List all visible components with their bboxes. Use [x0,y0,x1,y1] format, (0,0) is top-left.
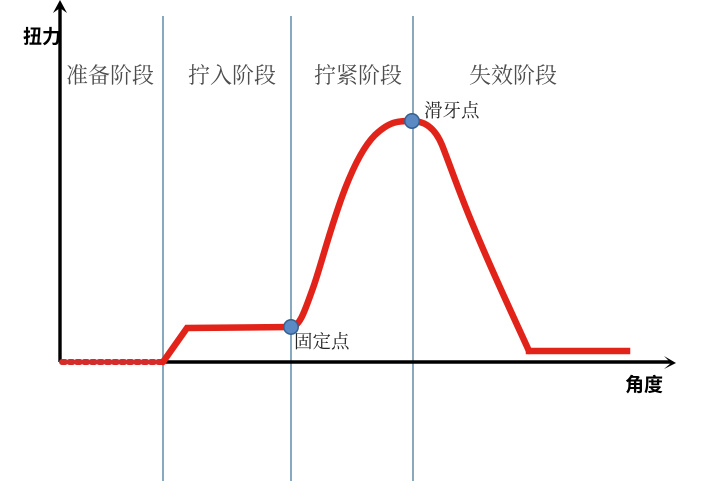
svg-text:固定点: 固定点 [294,328,350,354]
svg-text:角度: 角度 [625,370,663,397]
svg-text:准备阶段: 准备阶段 [66,59,154,90]
svg-text:失效阶段: 失效阶段 [469,59,557,90]
svg-text:扭力: 扭力 [23,22,61,49]
svg-text:滑牙点: 滑牙点 [424,97,480,123]
svg-text:拧入阶段: 拧入阶段 [188,59,276,90]
svg-text:拧紧阶段: 拧紧阶段 [314,59,402,90]
